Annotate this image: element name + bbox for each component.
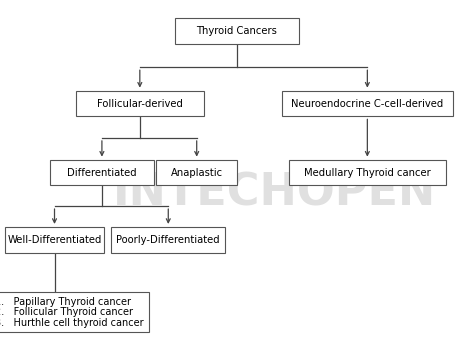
Text: 2.   Follicular Thyroid cancer: 2. Follicular Thyroid cancer <box>0 307 133 317</box>
Text: Well-Differentiated: Well-Differentiated <box>7 235 102 245</box>
FancyBboxPatch shape <box>5 227 104 253</box>
Text: Poorly-Differentiated: Poorly-Differentiated <box>117 235 220 245</box>
Text: 1.   Papillary Thyroid cancer: 1. Papillary Thyroid cancer <box>0 297 131 307</box>
Text: INTECHOPEN: INTECHOPEN <box>113 172 437 215</box>
FancyBboxPatch shape <box>0 293 149 332</box>
FancyBboxPatch shape <box>282 91 453 117</box>
FancyBboxPatch shape <box>156 159 237 186</box>
FancyBboxPatch shape <box>111 227 225 253</box>
Text: Medullary Thyroid cancer: Medullary Thyroid cancer <box>304 168 431 177</box>
FancyBboxPatch shape <box>76 91 204 117</box>
FancyBboxPatch shape <box>175 18 299 44</box>
Text: Follicular-derived: Follicular-derived <box>97 99 183 108</box>
Text: 3.   Hurthle cell thyroid cancer: 3. Hurthle cell thyroid cancer <box>0 318 144 328</box>
Text: Anaplastic: Anaplastic <box>171 168 223 177</box>
Text: Thyroid Cancers: Thyroid Cancers <box>197 26 277 36</box>
Text: Neuroendocrine C-cell-derived: Neuroendocrine C-cell-derived <box>291 99 444 108</box>
FancyBboxPatch shape <box>50 159 154 186</box>
FancyBboxPatch shape <box>289 159 446 186</box>
Text: Differentiated: Differentiated <box>67 168 137 177</box>
